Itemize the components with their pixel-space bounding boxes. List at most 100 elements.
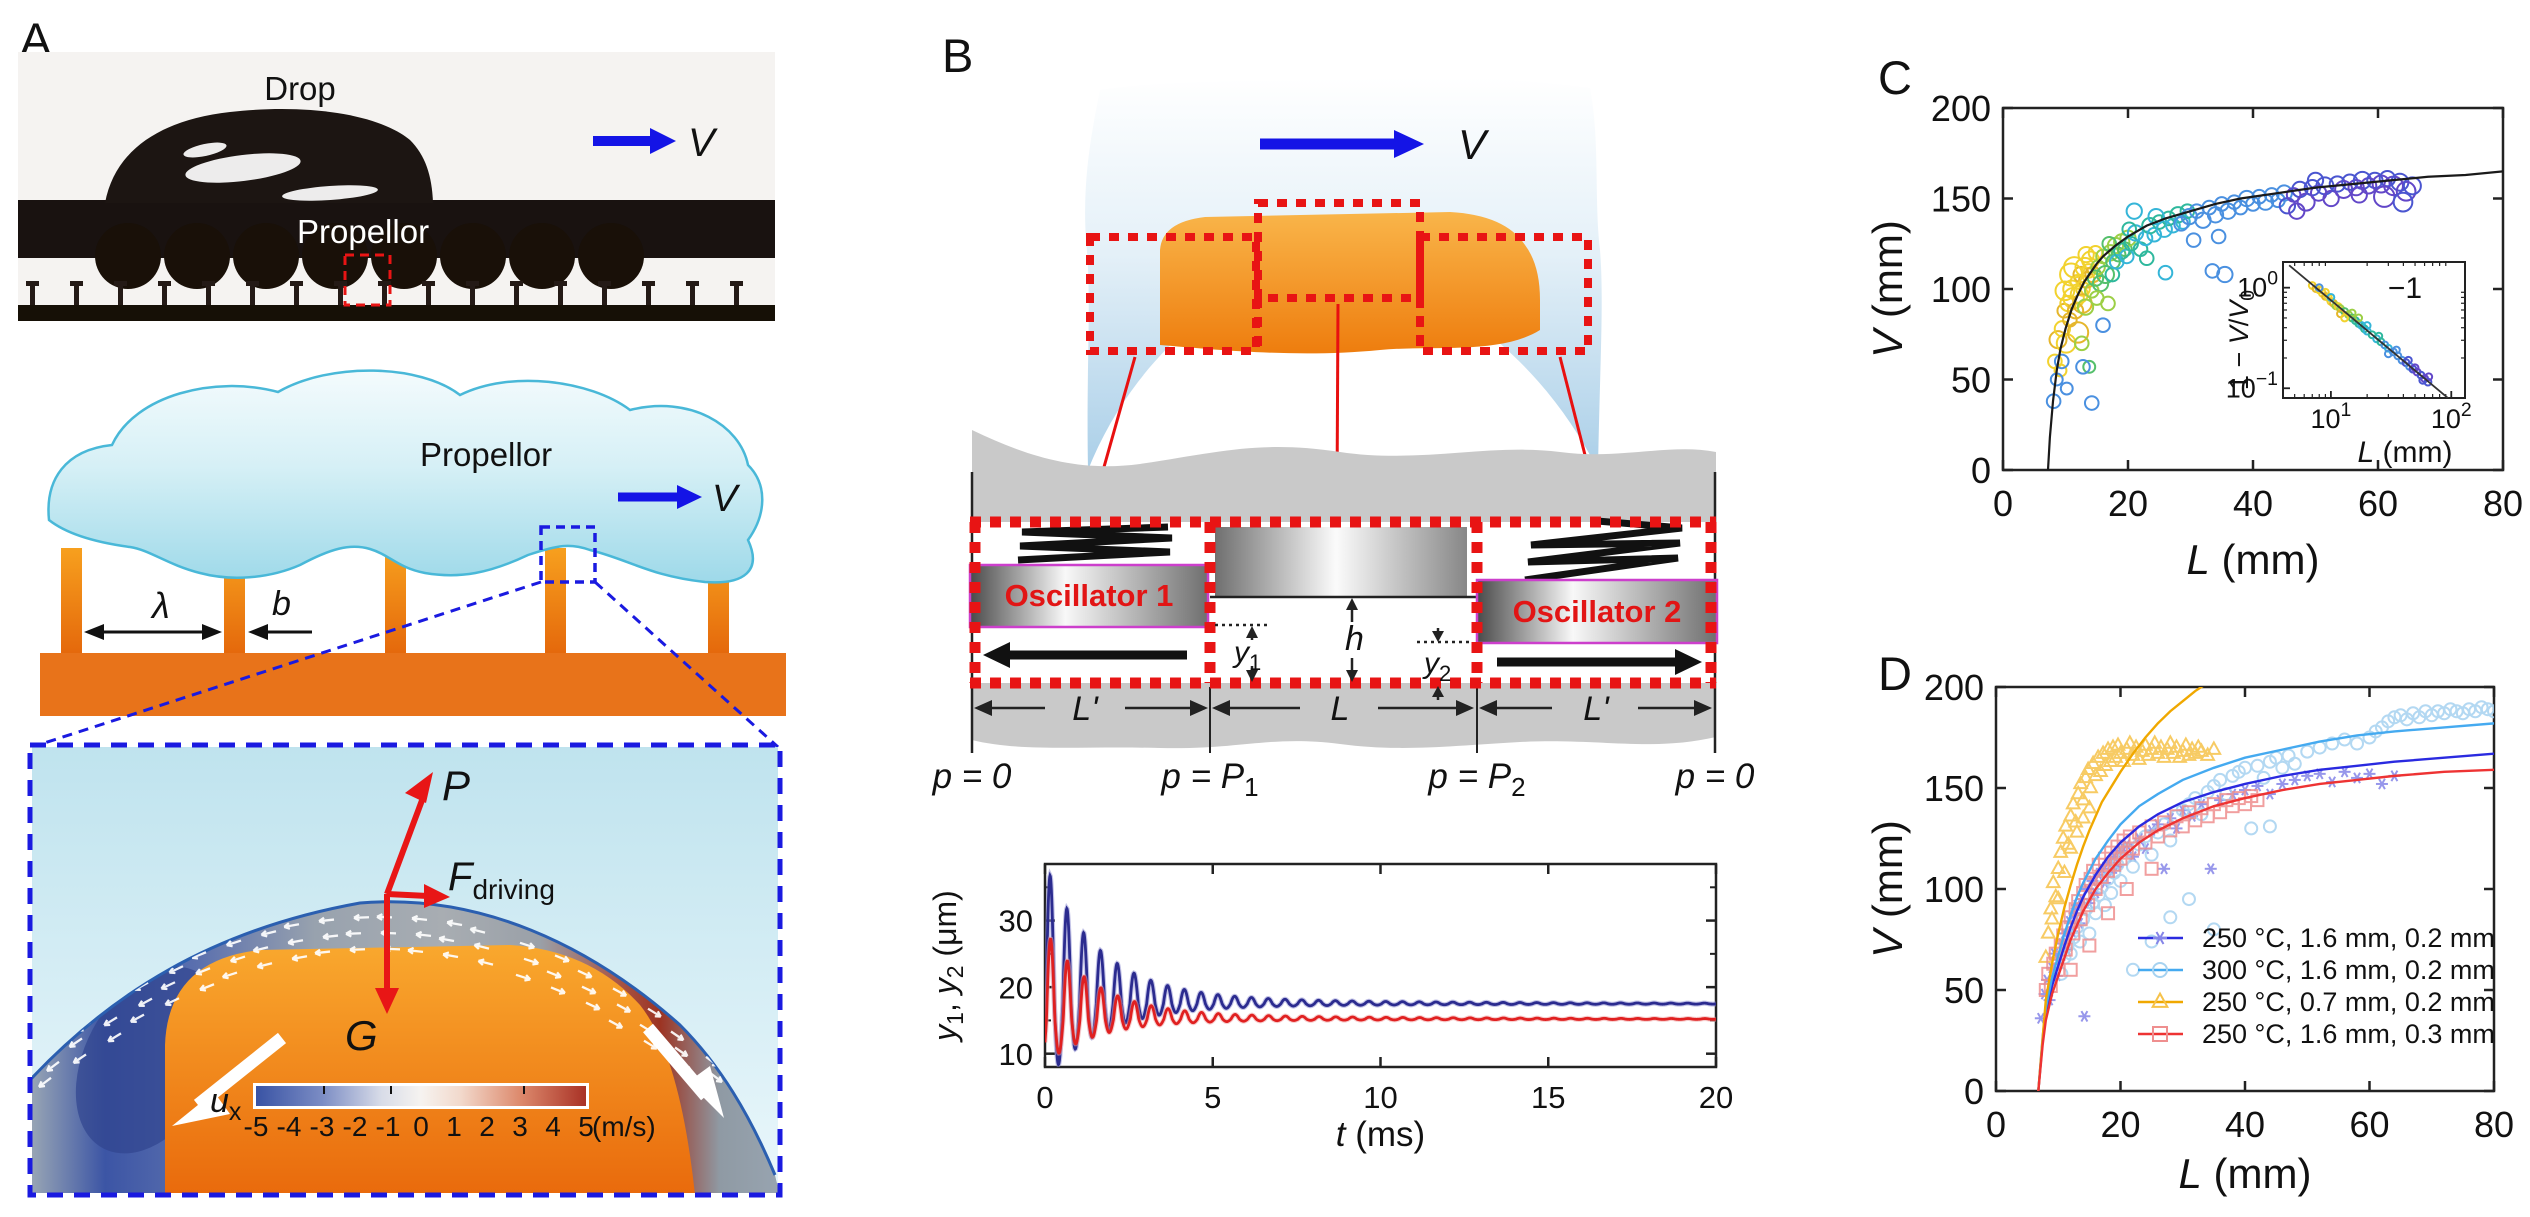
flow-arrow (546, 970, 562, 979)
scatter-point (2213, 772, 2228, 787)
scatter-point (2062, 807, 2079, 822)
v-label-schematic: V (712, 478, 741, 520)
scatter-point (2340, 766, 2349, 778)
photo-base (18, 305, 775, 321)
scatter-point (2250, 758, 2265, 773)
substrate-base (40, 653, 786, 716)
b-x-axis-label: t (ms) (1336, 1115, 1425, 1154)
inspection-box-left (1086, 233, 1260, 355)
scatter-point (2088, 290, 2105, 306)
scatter-point (2146, 734, 2163, 749)
flow-arrow (291, 954, 308, 962)
scatter-point (2075, 359, 2091, 375)
scatter-point (2070, 784, 2087, 800)
scatter-point (2262, 819, 2277, 834)
inset-y-tick: 100 (2237, 268, 2278, 303)
inset-x-tick: 101 (2310, 399, 2351, 434)
scatter-point (2150, 991, 2170, 1008)
scatter-point (2125, 962, 2140, 977)
y-tick-label: 150 (1924, 768, 1984, 809)
scatter-point (2474, 700, 2489, 715)
y-tick-label: 200 (1924, 667, 1984, 708)
x-tick-label: 0 (1036, 1080, 1053, 1115)
flow-arrow (137, 997, 153, 1007)
scatter-point (2082, 778, 2099, 794)
dim-l: L (1331, 690, 1350, 728)
scatter-point (2050, 859, 2067, 874)
scatter-point (2350, 736, 2365, 751)
flow-arrow (318, 916, 335, 925)
oscillator2-label: Oscillator 2 (1513, 594, 1682, 629)
colorbar-tick-label: 4 (545, 1111, 561, 1142)
pressure-label-left: p = 0 (932, 757, 1012, 796)
oscillator2-box (1475, 578, 1719, 645)
zoom-box (539, 525, 597, 584)
scatter-point (2391, 345, 2401, 355)
curve (2037, 768, 2494, 1091)
scatter-point (2066, 926, 2081, 941)
scatter-point (2168, 738, 2185, 753)
curve (1045, 937, 1716, 1055)
scatter-point (2096, 265, 2115, 285)
force-arrow-f (386, 891, 429, 899)
scatter-point (2205, 740, 2222, 755)
colorbar-tick-label: 1 (446, 1111, 462, 1142)
scatter-point (2322, 189, 2340, 208)
scatter-point (2147, 207, 2165, 226)
scatter-point (2354, 313, 2364, 323)
flow-arrow (168, 965, 184, 975)
drop-b (1085, 77, 1602, 470)
scatter-point (2288, 202, 2306, 220)
panel-a: Drop Propellor V Propellor V (18, 52, 786, 1198)
scatter-point (2181, 892, 2196, 907)
panel-b-letter: B (942, 29, 974, 82)
x-tick-label: 60 (2349, 1104, 2389, 1145)
scatter-point (2162, 734, 2179, 749)
dim-l-prime-left: L' (1072, 690, 1099, 728)
velocity-arrow-photo (593, 128, 676, 154)
flow-arrow (287, 938, 304, 946)
scatter-point (2383, 349, 2393, 359)
flow-arrow (523, 957, 540, 966)
photo-pillars (26, 281, 743, 305)
colorbar-tick-label: -4 (277, 1111, 302, 1142)
scatter-point (2077, 768, 2094, 784)
scatter-point (2036, 1012, 2045, 1024)
y-tick-label: 200 (1931, 88, 1991, 129)
flow-arrow (221, 971, 238, 980)
scatter-point (2052, 843, 2069, 858)
flow-arrow (199, 983, 215, 992)
colorbar-label: ux (210, 1082, 242, 1126)
scatter-point (2216, 265, 2234, 284)
flow-arrow (283, 922, 300, 930)
scatter-point (2144, 847, 2159, 862)
scatter-point (2300, 744, 2315, 759)
scatter-point (2053, 363, 2068, 378)
scatter-point (2047, 887, 2064, 903)
x-tick-label: 20 (1699, 1080, 1733, 1115)
oscillator1-box (968, 563, 1210, 629)
scatter-point (2177, 736, 2194, 751)
y-tick-label: 50 (1944, 970, 1984, 1011)
flow-arrow (349, 945, 366, 954)
slope-label: −1 (2388, 272, 2422, 305)
flow-arrow (407, 946, 424, 955)
y-tick-label: 100 (1924, 869, 1984, 910)
y1-label: y1 (1232, 636, 1261, 675)
scatter-point (2157, 264, 2174, 281)
x-tick-label: 80 (2483, 483, 2523, 524)
scatter-point (2065, 794, 2082, 810)
curve (1045, 871, 1716, 1067)
scatter-point (2104, 886, 2119, 901)
scatter-point (2081, 898, 2096, 913)
flow-arrow (519, 941, 536, 950)
curve (1045, 868, 1716, 1067)
scatter-point (2075, 790, 2092, 806)
b-label: b (272, 585, 291, 623)
flow-arrow (225, 939, 242, 948)
pillar (385, 548, 406, 656)
inspection-box-right (1416, 233, 1592, 355)
scatter-point (2066, 321, 2090, 344)
propellor-bumps (95, 223, 644, 289)
flow-arrow (68, 1037, 83, 1049)
